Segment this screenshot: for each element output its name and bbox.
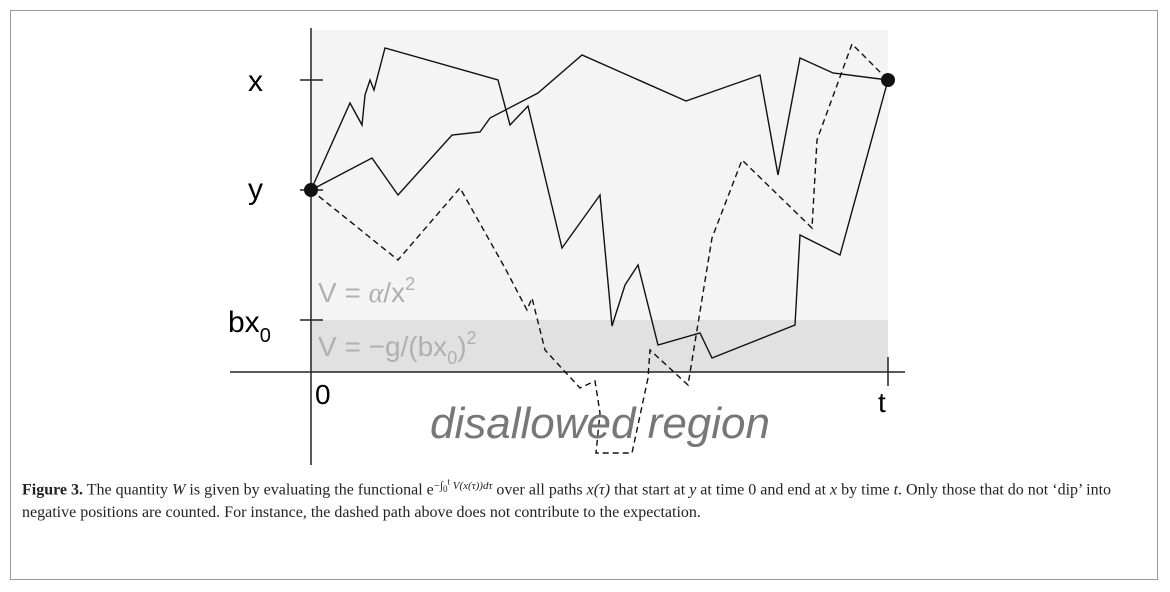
- text: −∫: [433, 479, 443, 492]
- figure-frame: [10, 10, 1158, 580]
- axes: [230, 28, 905, 465]
- text: over all paths: [492, 481, 587, 499]
- diagram: x y bx0 0 t V = α/x2 V = −g/(bx0)2 disal…: [228, 28, 905, 465]
- text: x: [830, 481, 838, 499]
- lower-potential: V = −g/(bx0)2: [318, 328, 477, 368]
- end-point: [881, 73, 895, 87]
- text: V(x(τ))dτ: [450, 479, 493, 492]
- text: 0: [260, 325, 271, 347]
- text: t: [893, 481, 899, 499]
- text: t: [447, 476, 451, 486]
- text: α: [369, 278, 385, 309]
- origin-label: 0: [315, 379, 331, 410]
- attractive-region: [311, 320, 888, 372]
- start-point: [304, 183, 318, 197]
- text: e: [426, 481, 434, 499]
- caption: Figure 3. The quantity W is given by eva…: [22, 470, 1142, 524]
- text: W: [172, 481, 186, 499]
- text: by time: [837, 481, 894, 499]
- text: /x: [383, 277, 405, 308]
- t-label: t: [878, 387, 886, 418]
- bx0-label: bx0: [228, 306, 271, 347]
- text: The quantity: [83, 481, 173, 499]
- allowed-region: [311, 30, 888, 320]
- text: y: [689, 481, 697, 499]
- text: at time 0 and end at: [696, 481, 831, 499]
- disallowed-label: disallowed region: [430, 399, 770, 448]
- text: V = −g/(bx: [318, 331, 447, 362]
- paths: [310, 42, 889, 454]
- text: 0: [447, 348, 457, 368]
- text: . Only those that do not ‘dip’ into nega…: [22, 481, 1112, 521]
- text: that start at: [610, 481, 690, 499]
- y-label: y: [248, 173, 263, 206]
- text: 2: [467, 328, 477, 348]
- text: x(τ): [586, 481, 611, 499]
- upper-potential: V = α/x2: [318, 274, 415, 309]
- text: 0: [443, 483, 448, 494]
- text: Figure 3.: [22, 481, 84, 499]
- text: bx: [228, 306, 260, 339]
- text: V =: [318, 277, 369, 308]
- text: ): [457, 331, 466, 362]
- x-label: x: [248, 65, 263, 98]
- text: is given by evaluating the functional: [185, 481, 427, 499]
- text: 2: [405, 274, 415, 294]
